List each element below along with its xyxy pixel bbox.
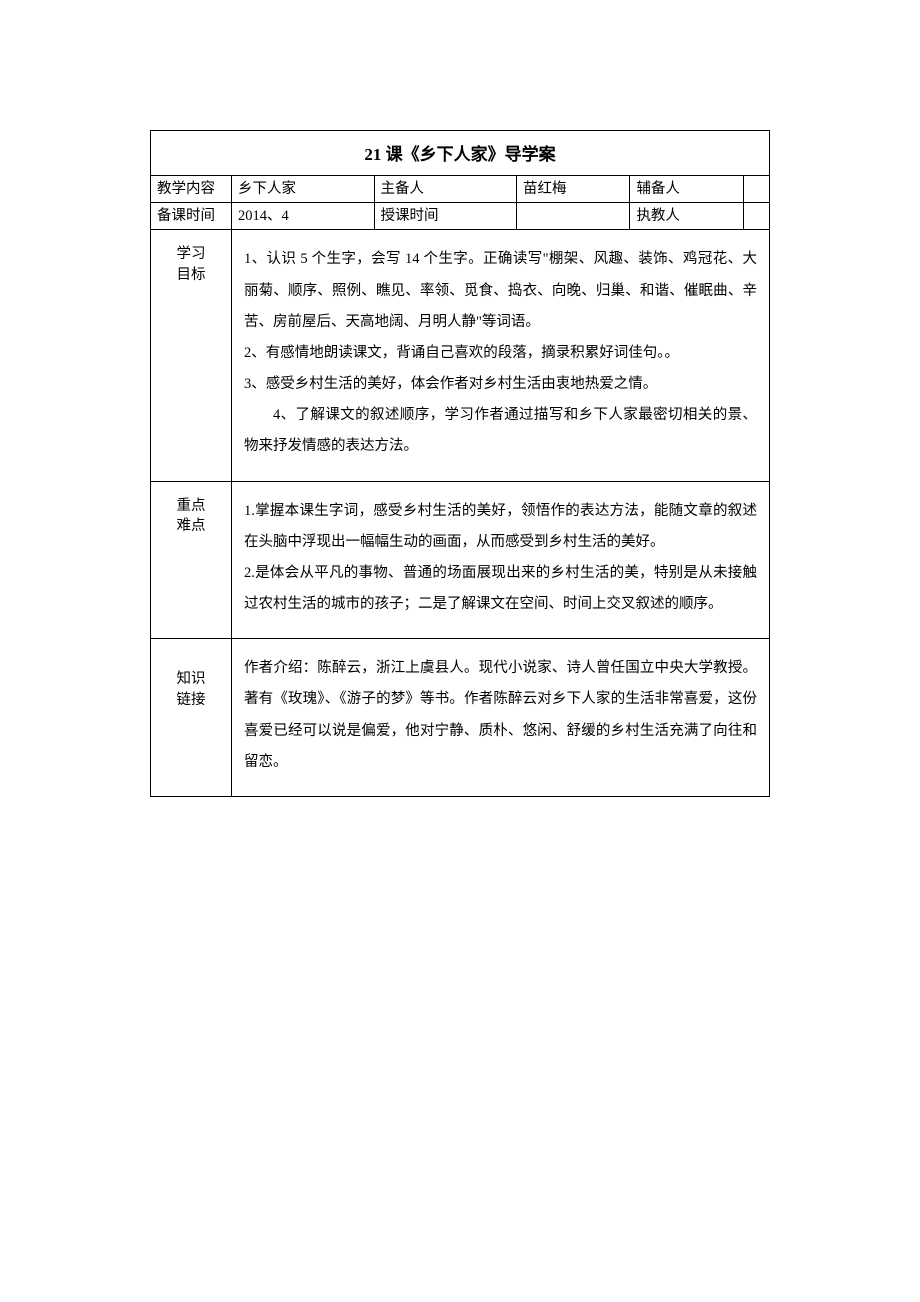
header-row-2: 备课时间 2014、4 授课时间 执教人 (151, 203, 770, 230)
prep-time-value: 2014、4 (232, 203, 375, 230)
knowledge-content: 作者介绍：陈醉云，浙江上虞县人。现代小说家、诗人曾任国立中央大学教授。著有《玫瑰… (232, 639, 770, 797)
knowledge-label-line1: 知识 (177, 671, 206, 687)
knowledge-row: 知识 链接 作者介绍：陈醉云，浙江上虞县人。现代小说家、诗人曾任国立中央大学教授… (151, 639, 770, 797)
assistant-preparer-value (743, 175, 769, 202)
instructor-label: 执教人 (630, 203, 743, 230)
knowledge-label: 知识 链接 (151, 639, 232, 797)
knowledge-label-line2: 链接 (177, 692, 206, 708)
knowledge-text: 作者介绍：陈醉云，浙江上虞县人。现代小说家、诗人曾任国立中央大学教授。著有《玫瑰… (244, 653, 757, 778)
objectives-label-line1: 学习 (177, 246, 206, 262)
main-preparer-label: 主备人 (374, 175, 517, 202)
teach-time-value (517, 203, 630, 230)
assistant-preparer-label: 辅备人 (630, 175, 743, 202)
objectives-row: 学习 目标 1、认识 5 个生字，会写 14 个生字。正确读写"棚架、风趣、装饰… (151, 230, 770, 481)
teaching-content-value: 乡下人家 (232, 175, 375, 202)
keypoint-item-2: 2.是体会从平凡的事物、普通的场面展现出来的乡村生活的美，特别是从未接触过农村生… (244, 558, 757, 620)
objectives-content: 1、认识 5 个生字，会写 14 个生字。正确读写"棚架、风趣、装饰、鸡冠花、大… (232, 230, 770, 481)
objectives-label: 学习 目标 (151, 230, 232, 481)
header-row-1: 教学内容 乡下人家 主备人 苗红梅 辅备人 (151, 175, 770, 202)
keypoints-label: 重点 难点 (151, 481, 232, 639)
instructor-value (743, 203, 769, 230)
objective-item-2: 2、有感情地朗读课文，背诵自己喜欢的段落，摘录积累好词佳句。。 (244, 338, 757, 369)
main-preparer-value: 苗红梅 (517, 175, 630, 202)
objectives-label-line2: 目标 (177, 267, 206, 283)
keypoints-label-line1: 重点 (177, 498, 206, 514)
lesson-title: 21 课《乡下人家》导学案 (151, 131, 770, 176)
keypoint-item-1: 1.掌握本课生字词，感受乡村生活的美好，领悟作的表达方法，能随文章的叙述在头脑中… (244, 496, 757, 558)
keypoints-label-line2: 难点 (177, 518, 206, 534)
lesson-plan-table: 21 课《乡下人家》导学案 教学内容 乡下人家 主备人 苗红梅 辅备人 备课时间… (150, 130, 770, 797)
prep-time-label: 备课时间 (151, 203, 232, 230)
objective-item-1: 1、认识 5 个生字，会写 14 个生字。正确读写"棚架、风趣、装饰、鸡冠花、大… (244, 244, 757, 338)
teach-time-label: 授课时间 (374, 203, 517, 230)
keypoints-row: 重点 难点 1.掌握本课生字词，感受乡村生活的美好，领悟作的表达方法，能随文章的… (151, 481, 770, 639)
objective-item-3: 3、感受乡村生活的美好，体会作者对乡村生活由衷地热爱之情。 (244, 369, 757, 400)
teaching-content-label: 教学内容 (151, 175, 232, 202)
objective-item-4: 4、了解课文的叙述顺序，学习作者通过描写和乡下人家最密切相关的景、物来抒发情感的… (244, 400, 757, 462)
document-page: 21 课《乡下人家》导学案 教学内容 乡下人家 主备人 苗红梅 辅备人 备课时间… (0, 0, 920, 897)
keypoints-content: 1.掌握本课生字词，感受乡村生活的美好，领悟作的表达方法，能随文章的叙述在头脑中… (232, 481, 770, 639)
